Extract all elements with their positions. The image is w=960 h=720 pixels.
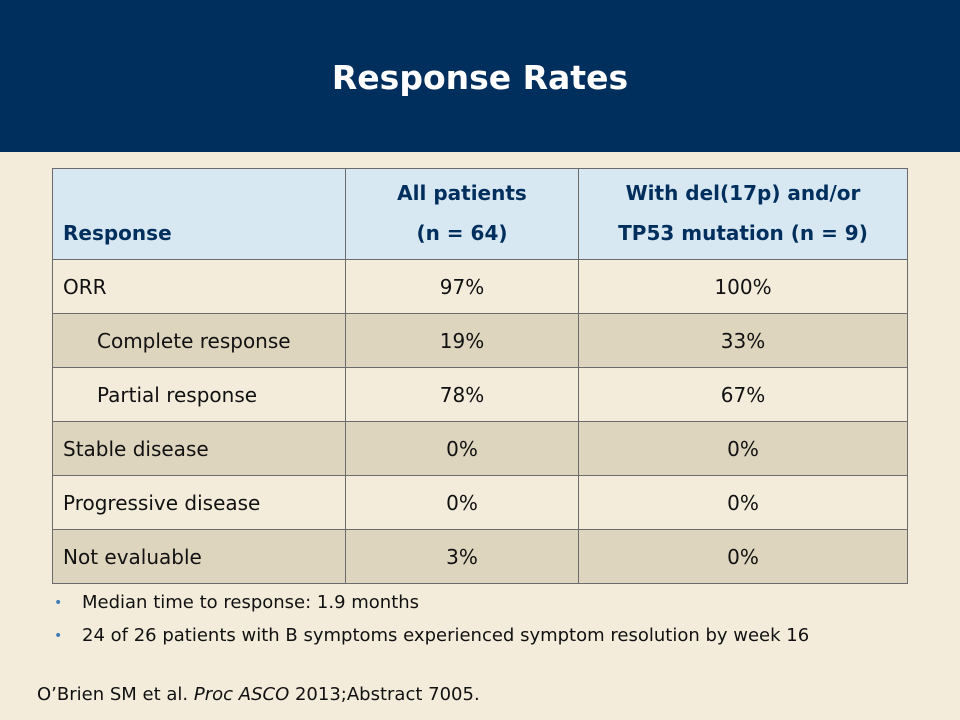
header-all-patients-line1: All patients bbox=[397, 181, 527, 205]
bullet-text: Median time to response: 1.9 months bbox=[82, 592, 420, 613]
bullet-item: • Median time to response: 1.9 months bbox=[52, 592, 852, 614]
value-del17p: 0% bbox=[578, 529, 908, 584]
table-header-row: Response All patients (n = 64) With del(… bbox=[52, 168, 908, 260]
row-label: Complete response bbox=[52, 313, 346, 368]
citation-authors: O’Brien SM et al. bbox=[37, 684, 189, 705]
value-del17p: 67% bbox=[578, 367, 908, 422]
citation-journal: Proc ASCO bbox=[193, 684, 290, 705]
slide-title: Response Rates bbox=[331, 58, 629, 97]
value-del17p: 100% bbox=[578, 259, 908, 314]
header-del17p-line2: TP53 mutation (n = 9) bbox=[618, 221, 868, 245]
header-all-patients: All patients (n = 64) bbox=[345, 168, 579, 260]
row-label: Partial response bbox=[52, 367, 346, 422]
row-label: Not evaluable bbox=[52, 529, 346, 584]
value-all-patients: 78% bbox=[345, 367, 579, 422]
value-all-patients: 97% bbox=[345, 259, 579, 314]
value-all-patients: 0% bbox=[345, 421, 579, 476]
citation: O’Brien SM et al. Proc ASCO 2013;Abstrac… bbox=[37, 684, 480, 705]
bullet-dot-icon: • bbox=[54, 628, 63, 644]
bullet-item: • 24 of 26 patients with B symptoms expe… bbox=[52, 625, 852, 647]
value-all-patients: 3% bbox=[345, 529, 579, 584]
row-label: Progressive disease bbox=[52, 475, 346, 530]
bullet-list: • Median time to response: 1.9 months • … bbox=[52, 592, 852, 658]
citation-detail: 2013;Abstract 7005. bbox=[294, 684, 480, 705]
response-table: Response All patients (n = 64) With del(… bbox=[52, 168, 908, 584]
value-del17p: 0% bbox=[578, 475, 908, 530]
header-all-patients-line2: (n = 64) bbox=[416, 221, 508, 245]
table-row: Complete response 19% 33% bbox=[52, 313, 908, 368]
header-del17p: With del(17p) and/or TP53 mutation (n = … bbox=[578, 168, 908, 260]
value-all-patients: 19% bbox=[345, 313, 579, 368]
bullet-text: 24 of 26 patients with B symptoms experi… bbox=[82, 625, 810, 646]
title-banner bbox=[0, 0, 960, 152]
value-all-patients: 0% bbox=[345, 475, 579, 530]
value-del17p: 33% bbox=[578, 313, 908, 368]
table-row: Progressive disease 0% 0% bbox=[52, 475, 908, 530]
table-row: Partial response 78% 67% bbox=[52, 367, 908, 422]
table-row: Not evaluable 3% 0% bbox=[52, 529, 908, 584]
bullet-dot-icon: • bbox=[54, 595, 63, 611]
table-row: ORR 97% 100% bbox=[52, 259, 908, 314]
table-row: Stable disease 0% 0% bbox=[52, 421, 908, 476]
row-label: ORR bbox=[52, 259, 346, 314]
header-del17p-line1: With del(17p) and/or bbox=[625, 181, 861, 205]
value-del17p: 0% bbox=[578, 421, 908, 476]
header-response: Response bbox=[52, 168, 346, 260]
row-label: Stable disease bbox=[52, 421, 346, 476]
